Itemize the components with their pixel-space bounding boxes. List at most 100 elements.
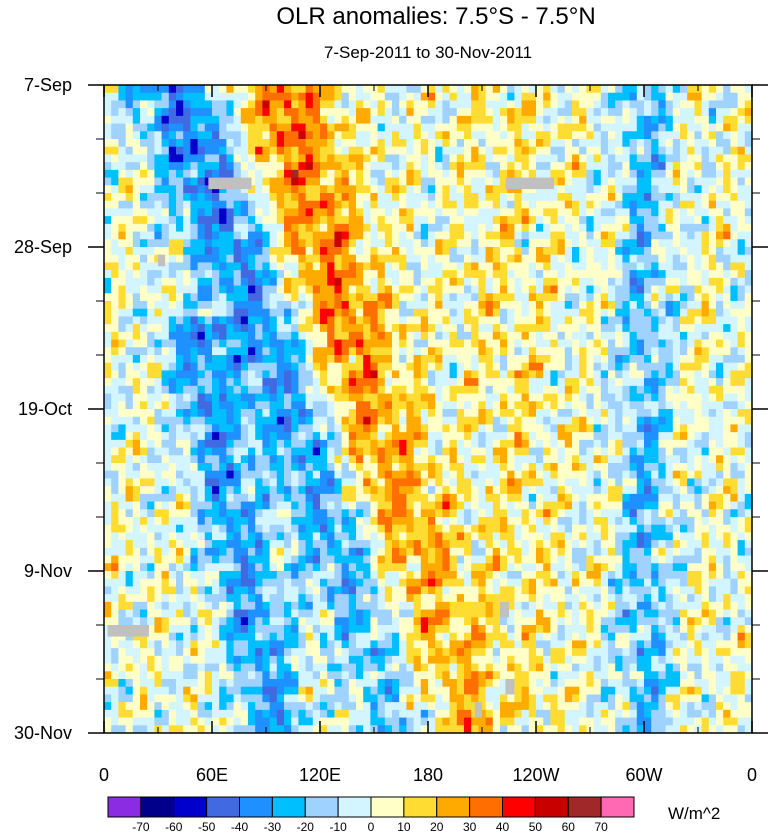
heatmap-cell <box>140 455 148 464</box>
heatmap-cell <box>456 324 465 333</box>
heatmap-cell <box>305 339 314 348</box>
heatmap-cell <box>600 146 609 155</box>
heatmap-cell <box>456 108 465 117</box>
heatmap-cell <box>111 231 119 240</box>
heatmap-cell <box>694 200 702 209</box>
heatmap-cell <box>608 293 616 302</box>
heatmap-cell <box>572 193 580 202</box>
heatmap-cell <box>456 100 465 109</box>
heatmap-cell <box>593 115 602 124</box>
heatmap-cell <box>356 285 364 294</box>
heatmap-cell <box>651 324 659 333</box>
heatmap-cell <box>147 455 155 464</box>
heatmap-cell <box>147 362 155 371</box>
heatmap-cell <box>305 131 314 140</box>
heatmap-cell <box>248 123 256 132</box>
heatmap-cell <box>377 370 386 379</box>
heatmap-cell <box>557 254 566 263</box>
heatmap-cell <box>305 331 314 340</box>
heatmap-cell <box>284 200 292 209</box>
heatmap-cell <box>701 92 710 101</box>
heatmap-cell <box>687 362 695 371</box>
heatmap-cell <box>550 401 558 410</box>
heatmap-cell <box>111 285 119 294</box>
heatmap-cell <box>276 223 285 232</box>
heatmap-cell <box>514 401 522 410</box>
heatmap-cell <box>665 447 674 456</box>
heatmap-cell <box>240 470 249 479</box>
heatmap-cell <box>471 385 479 394</box>
heatmap-cell <box>154 277 162 286</box>
heatmap-cell <box>492 100 501 109</box>
heatmap-cell <box>212 162 220 171</box>
heatmap-cell <box>528 347 537 356</box>
heatmap-cell <box>248 362 256 371</box>
heatmap-cell <box>399 247 407 256</box>
heatmap-cell <box>320 277 328 286</box>
heatmap-cell <box>435 254 443 263</box>
heatmap-cell <box>204 424 213 433</box>
heatmap-cell <box>320 285 328 294</box>
heatmap-cell <box>406 154 414 163</box>
heatmap-cell <box>348 100 357 109</box>
heatmap-cell <box>399 378 407 387</box>
heatmap-cell <box>449 216 458 225</box>
heatmap-cell <box>579 185 587 194</box>
heatmap-cell <box>500 223 508 232</box>
heatmap-cell <box>687 347 695 356</box>
heatmap-cell <box>471 409 479 418</box>
heatmap-cell <box>543 370 551 379</box>
heatmap-cell <box>478 108 486 117</box>
heatmap-cell <box>651 424 659 433</box>
heatmap-cell <box>478 439 486 448</box>
heatmap-cell <box>262 478 270 487</box>
heatmap-cell <box>111 293 119 302</box>
heatmap-cell <box>413 223 422 232</box>
heatmap-cell <box>600 355 609 364</box>
heatmap-cell <box>744 308 753 317</box>
heatmap-cell <box>406 370 414 379</box>
heatmap-cell <box>744 100 753 109</box>
heatmap-cell <box>269 362 278 371</box>
heatmap-cell <box>687 208 695 217</box>
heatmap-cell <box>291 216 299 225</box>
heatmap-cell <box>125 347 134 356</box>
heatmap-cell <box>550 424 558 433</box>
heatmap-cell <box>147 509 155 518</box>
heatmap-cell <box>269 493 278 502</box>
heatmap-cell <box>528 385 537 394</box>
heatmap-cell <box>615 455 623 464</box>
heatmap-cell <box>528 254 537 263</box>
heatmap-cell <box>694 108 702 117</box>
heatmap-cell <box>363 254 371 263</box>
heatmap-cell <box>399 223 407 232</box>
heatmap-cell <box>276 200 285 209</box>
heatmap-cell <box>579 301 587 310</box>
heatmap-cell <box>219 486 227 495</box>
heatmap-cell <box>255 478 263 487</box>
heatmap-cell <box>183 146 191 155</box>
heatmap-cell <box>636 455 645 464</box>
heatmap-cell <box>600 108 609 117</box>
heatmap-cell <box>680 115 688 124</box>
heatmap-cell <box>492 370 501 379</box>
heatmap-cell <box>737 185 746 194</box>
heatmap-cell <box>665 223 674 232</box>
heatmap-cell <box>334 177 342 186</box>
heatmap-cell <box>240 239 249 248</box>
heatmap-cell <box>341 123 350 132</box>
heatmap-cell <box>442 285 450 294</box>
heatmap-cell <box>608 100 616 109</box>
heatmap-cell <box>212 277 220 286</box>
heatmap-cell <box>528 447 537 456</box>
heatmap-cell <box>248 92 256 101</box>
heatmap-cell <box>600 463 609 472</box>
heatmap-cell <box>435 231 443 240</box>
heatmap-cell <box>197 177 206 186</box>
heatmap-cell <box>442 277 450 286</box>
heatmap-cell <box>687 378 695 387</box>
heatmap-cell <box>140 463 148 472</box>
heatmap-cell <box>125 316 134 325</box>
heatmap-cell <box>644 362 652 371</box>
heatmap-cell <box>132 447 141 456</box>
